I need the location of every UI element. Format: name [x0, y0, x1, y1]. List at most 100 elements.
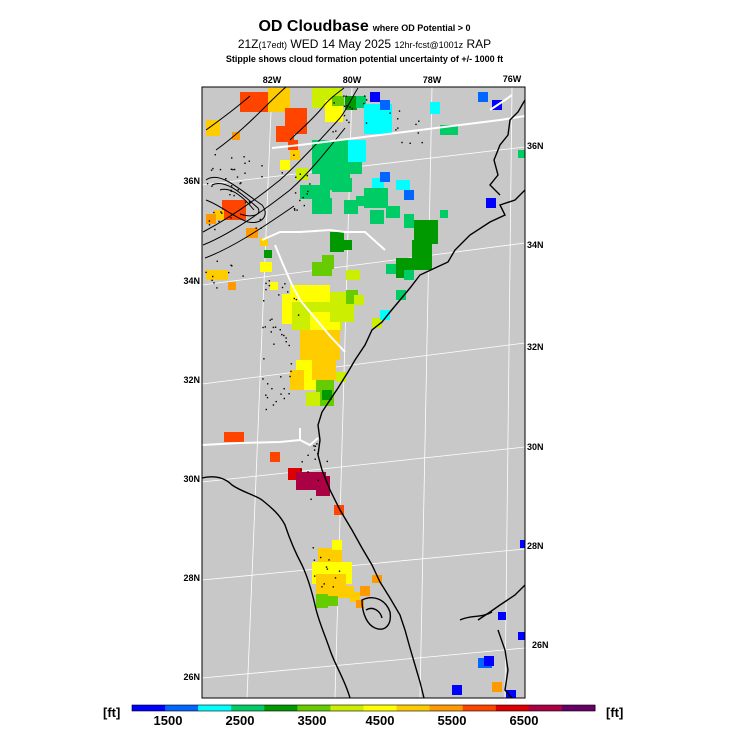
stipple-dot: [244, 172, 246, 174]
cloudbase-cell: [346, 270, 360, 280]
cloudbase-cell: [206, 120, 220, 136]
cloudbase-cell: [486, 198, 496, 208]
cloudbase-cell: [268, 88, 290, 112]
stipple-dot: [239, 182, 241, 185]
stipple-dot: [216, 287, 218, 289]
stipple-dot: [295, 298, 298, 301]
stipple-dot: [415, 123, 417, 126]
stipple-dot: [332, 131, 334, 133]
lon-label: 78W: [423, 75, 442, 85]
stipple-dot: [283, 388, 285, 390]
stipple-dot: [289, 375, 291, 378]
stipple-dot: [346, 105, 348, 107]
cloudbase-cell: [260, 238, 268, 246]
stipple-dot: [297, 314, 300, 316]
lat-label-left: 30N: [183, 474, 200, 484]
stipple-dot: [290, 363, 293, 365]
stipple-dot: [265, 394, 267, 396]
cloudbase-cell: [264, 250, 272, 258]
stipple-dot: [211, 185, 213, 187]
colorbar-tick: 4500: [366, 713, 395, 728]
stipple-dot: [288, 393, 290, 395]
stipple-dot: [288, 344, 290, 347]
lat-label-left: 28N: [183, 573, 200, 583]
stipple-dot: [314, 458, 316, 460]
stipple-dot: [228, 271, 230, 274]
lat-label-left: 26N: [183, 672, 200, 682]
lat-label-right: 26N: [532, 640, 549, 650]
colorbar-swatch: [462, 705, 497, 711]
latitude-labels-left: 36N 34N 32N 30N 28N 26N: [183, 176, 200, 682]
stipple-dot: [285, 341, 287, 343]
cloudbase-cell: [372, 318, 382, 328]
stipple-dot: [326, 460, 328, 463]
stipple-dot: [321, 586, 323, 588]
cloudbase-cell: [224, 432, 244, 442]
stipple-dot: [325, 566, 328, 568]
stipple-dot: [264, 326, 266, 328]
stipple-dot: [335, 130, 337, 132]
stipple-dot: [302, 196, 304, 199]
lon-label: 80W: [343, 75, 362, 85]
stipple-dot: [313, 449, 316, 451]
latitude-labels-right: 36N 34N 32N 30N 28N 26N: [527, 141, 549, 650]
cloudbase-cell: [322, 390, 332, 400]
stipple-dot: [348, 121, 350, 124]
valid-time: 21Z(17edt) WED 14 May 2025 12hr-fcst@100…: [0, 37, 729, 53]
stipple-dot: [210, 169, 213, 171]
cloudbase-cell: [396, 290, 406, 300]
colorbar-swatch: [297, 705, 331, 711]
stipple-dot: [363, 102, 365, 105]
stipple-dot: [265, 282, 267, 285]
cloudbase-cell: [332, 178, 352, 192]
colorbar-swatch: [330, 705, 364, 711]
cloudbase-cell: [332, 540, 342, 550]
stipple-dot: [280, 376, 282, 378]
colorbar-tick: 1500: [154, 713, 183, 728]
cloudbase-cell: [332, 96, 344, 106]
colorbar-swatch: [264, 705, 298, 711]
state-borders: [202, 94, 525, 447]
stipple-dot: [230, 217, 232, 219]
stipple-dot: [272, 326, 275, 329]
lat-label-left: 34N: [183, 276, 200, 286]
stipple-dot: [343, 105, 346, 107]
cloudbase-cell: [506, 690, 516, 698]
stipple-dot: [349, 106, 351, 108]
colorbar: [131, 704, 596, 712]
cloudbase-cell: [300, 185, 330, 199]
stipple-dot: [231, 185, 233, 187]
cloudbase-cell: [328, 596, 338, 606]
colorbar-swatch: [363, 705, 398, 711]
stipple-dot: [213, 282, 215, 284]
stipple-dot: [237, 189, 239, 191]
stipple-dot: [293, 154, 295, 156]
stipple-dot: [220, 211, 222, 213]
cloudbase-cell: [344, 200, 358, 214]
stipple-dot: [233, 194, 235, 197]
stipple-dot: [230, 168, 233, 170]
cloudbase-cell: [372, 178, 384, 188]
stipple-dot: [231, 157, 233, 159]
cloudbase-cell: [386, 206, 400, 218]
chart-title: OD Cloudbase where OD Potential > 0: [0, 18, 729, 37]
cloudbase-cell: [364, 188, 388, 208]
cloudbase-cell: [380, 310, 390, 320]
stipple-dot: [397, 118, 399, 120]
colorbar-swatch: [132, 705, 166, 711]
stipple-dot: [316, 443, 318, 445]
stipple-dot: [271, 388, 273, 390]
stipple-note: Stipple shows cloud formation potential …: [225, 54, 504, 64]
cloudbase-cell: [348, 140, 366, 162]
colorbar-swatch: [495, 705, 530, 711]
stipple-dot: [334, 577, 337, 579]
cloudbase-cell: [404, 190, 414, 200]
cloudbase-cell: [356, 96, 366, 108]
lon-label: 82W: [263, 75, 282, 85]
colorbar-tick-labels: 1500 2500 3500 4500 5500 6500: [154, 713, 539, 728]
stipple-dot: [306, 193, 308, 195]
stipple-dot: [268, 280, 270, 282]
cloudbase-cell: [300, 330, 340, 360]
stipple-dot: [275, 400, 277, 403]
colorbar-swatch: [231, 705, 265, 711]
